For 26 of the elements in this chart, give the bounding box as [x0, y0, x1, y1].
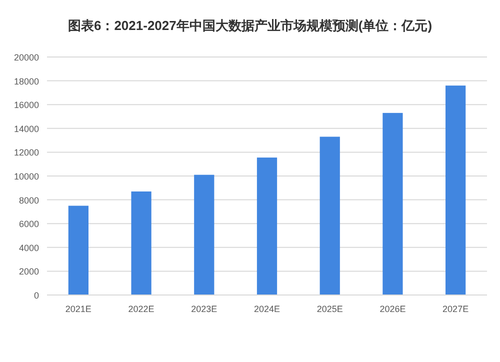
x-tick-label: 2027E	[442, 304, 469, 314]
x-tick-label: 2025E	[316, 304, 343, 314]
bar	[256, 158, 278, 295]
y-tick-label: 4000	[18, 242, 39, 253]
bar	[68, 206, 88, 295]
y-tick-label: 18000	[14, 76, 39, 86]
y-tick-label: 20000	[14, 52, 39, 62]
x-tick-label: 2021E	[65, 304, 92, 314]
bar	[320, 136, 340, 295]
x-tick-label: 2023E	[191, 304, 218, 314]
bar	[382, 112, 403, 295]
y-tick-label: 12000	[14, 148, 39, 158]
x-tick-label: 2026E	[380, 304, 406, 314]
chart-title: 图表6：2021-2027年中国大数据产业市场规模预测(单位：亿元)	[68, 18, 432, 33]
bar	[194, 174, 214, 295]
y-tick-label: 2000	[18, 266, 39, 277]
x-tick-label: 2022E	[128, 304, 154, 314]
bar	[131, 191, 152, 295]
y-tick-label: 10000	[14, 172, 39, 182]
y-tick-label: 0	[34, 290, 39, 300]
x-tick-label: 2024E	[254, 304, 280, 314]
y-tick-label: 16000	[14, 100, 39, 110]
bar	[446, 86, 466, 295]
y-tick-label: 6000	[18, 219, 39, 230]
y-tick-label: 8000	[18, 195, 39, 206]
y-tick-label: 14000	[14, 124, 39, 134]
